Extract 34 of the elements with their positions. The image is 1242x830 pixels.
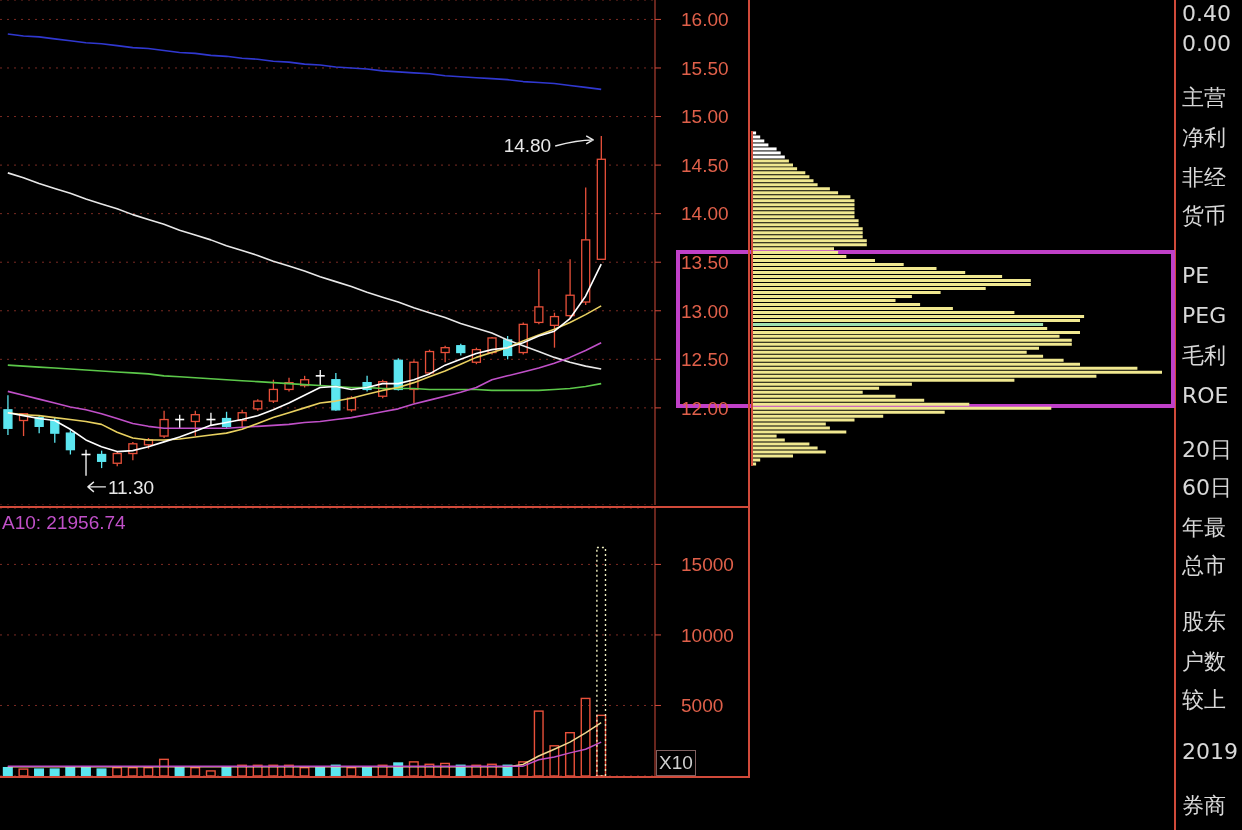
y-tick-label: 14.00 (681, 203, 729, 225)
text: 户数 (1182, 648, 1226, 676)
y-tick-label: 13.50 (681, 251, 729, 273)
text: ROE (1182, 382, 1229, 410)
text: 较上 (1182, 686, 1226, 714)
text: 主营 (1182, 84, 1226, 112)
text: 净利 (1182, 124, 1226, 152)
annotation: A10: 21956.74 (2, 512, 126, 534)
y-tick-label: 13.00 (681, 300, 729, 322)
text: 券商 (1182, 792, 1226, 820)
text: 0.00 (1182, 30, 1231, 58)
text: X10 (656, 750, 696, 776)
y-tick-label: 5000 (681, 695, 724, 717)
text: 毛利 (1182, 342, 1226, 370)
text: 总市 (1182, 552, 1226, 580)
y-tick-label: 15.00 (681, 106, 729, 128)
text: 60日 (1182, 474, 1232, 502)
text: 0.40 (1182, 0, 1231, 28)
y-tick-label: 12.50 (681, 349, 729, 371)
text: 20日 (1182, 436, 1232, 464)
annotation: 11.30 (107, 476, 155, 498)
text: 股东 (1182, 608, 1226, 636)
annotation: 14.80 (503, 134, 552, 156)
text: PE (1182, 262, 1210, 290)
y-tick-label: 15000 (681, 554, 734, 576)
y-tick-label: 14.50 (681, 154, 729, 176)
text: PEG (1182, 302, 1227, 330)
text: 2019 (1182, 738, 1238, 766)
text: 货币 (1182, 202, 1226, 230)
text: 非经 (1182, 164, 1226, 192)
y-tick-label: 16.00 (681, 9, 729, 31)
y-tick-label: 15.50 (681, 57, 729, 79)
text: 年最 (1182, 514, 1226, 542)
y-tick-label: 10000 (681, 624, 734, 646)
